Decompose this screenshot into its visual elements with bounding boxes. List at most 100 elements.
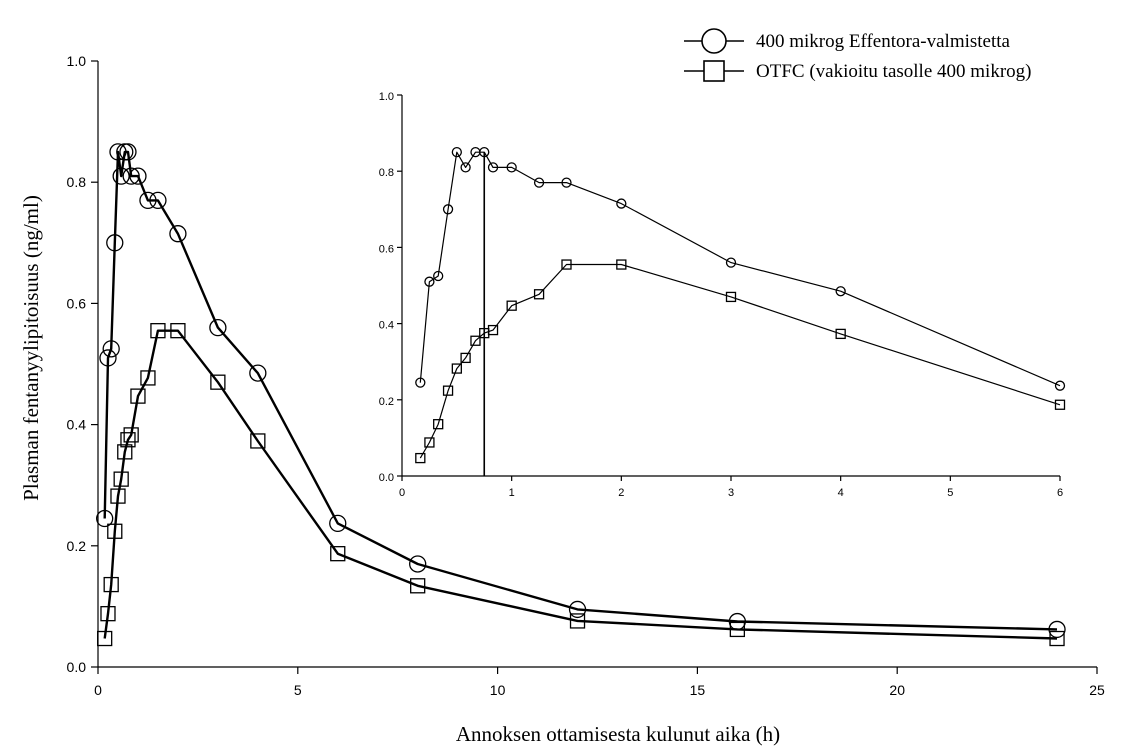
legend-label-effentora: 400 mikrog Effentora-valmistetta bbox=[756, 31, 1011, 52]
main-point-circle bbox=[139, 191, 157, 210]
main-axes: 0 5 10 15 20 250.00.20.40.60.81.0 bbox=[67, 53, 1105, 698]
main-point-square bbox=[97, 630, 113, 647]
inset-y-tick-label: 0.6 bbox=[379, 243, 394, 255]
main-x-tick-label: 25 bbox=[1089, 682, 1105, 698]
main-point-circle bbox=[106, 234, 124, 252]
inset-point-square bbox=[460, 352, 471, 364]
inset-point-square bbox=[442, 385, 454, 396]
inset-point-circle bbox=[415, 377, 426, 388]
main-point-circle bbox=[568, 600, 587, 619]
main-point-square bbox=[250, 433, 266, 449]
inset-x-tick-label: 3 bbox=[728, 487, 734, 499]
inset-point-circle bbox=[451, 146, 462, 158]
inset-x-tick-label: 6 bbox=[1057, 487, 1063, 499]
main-y-tick-label: 0.4 bbox=[67, 417, 87, 433]
main-point-square bbox=[120, 432, 136, 448]
inset-point-square bbox=[424, 437, 435, 448]
inset-point-circle bbox=[1054, 380, 1066, 391]
inset-y-tick-label: 1.0 bbox=[379, 91, 394, 103]
main-point-square bbox=[170, 323, 186, 339]
main-point-square bbox=[130, 388, 146, 404]
inset-point-square bbox=[725, 291, 737, 303]
inset-series-line-0 bbox=[419, 151, 1061, 387]
inset-point-square bbox=[415, 452, 426, 464]
main-point-square bbox=[110, 488, 126, 504]
main-point-circle bbox=[129, 167, 147, 185]
inset-y-tick-label: 0.8 bbox=[379, 167, 394, 179]
main-point-circle bbox=[169, 225, 187, 243]
main-point-circle bbox=[209, 318, 227, 337]
inset-point-circle bbox=[725, 257, 737, 268]
x-axis-label: Annoksen ottamisesta kulunut aika (h) bbox=[456, 722, 780, 746]
main-point-circle bbox=[109, 143, 127, 161]
inset-point-circle bbox=[561, 177, 572, 188]
main-series-line-1 bbox=[103, 329, 1058, 640]
main-point-circle bbox=[1048, 620, 1066, 639]
main-point-circle bbox=[122, 167, 140, 185]
main-point-circle bbox=[99, 349, 117, 367]
main-series-line-0 bbox=[103, 150, 1058, 631]
main-point-circle bbox=[96, 509, 114, 528]
inset-point-square bbox=[487, 324, 499, 336]
inset-point-circle bbox=[616, 198, 627, 209]
legend-label-otfc: OTFC (vakioitu tasolle 400 mikrog) bbox=[756, 61, 1031, 82]
main-point-square bbox=[410, 578, 426, 594]
inset-y-tick-label: 0.4 bbox=[379, 320, 394, 332]
inset-point-square bbox=[470, 335, 481, 346]
legend-marker-circle bbox=[701, 28, 727, 54]
main-point-square bbox=[123, 427, 139, 443]
main-series bbox=[96, 143, 1066, 647]
y-axis-label: Plasman fentanyylipitoisuus (ng/ml) bbox=[19, 195, 43, 501]
inset-point-square bbox=[533, 289, 545, 300]
inset-point-circle bbox=[424, 276, 435, 287]
main-point-circle bbox=[119, 143, 137, 161]
inset-point-square bbox=[506, 300, 517, 311]
inset-point-square bbox=[1054, 399, 1066, 410]
inset-y-tick-label: 0.2 bbox=[379, 396, 394, 408]
main-y-tick-label: 0.2 bbox=[67, 538, 87, 554]
inset-x-tick-label: 2 bbox=[618, 487, 624, 499]
main-point-circle bbox=[249, 364, 267, 382]
main-x-tick-label: 20 bbox=[889, 682, 905, 698]
main-point-circle bbox=[409, 555, 427, 573]
inset-x-tick-label: 5 bbox=[947, 487, 953, 499]
legend: 400 mikrog Effentora-valmistetta OTFC (v… bbox=[684, 28, 1031, 82]
inset-axes: 0 1 2 3 4 5 6 0.0 0.2 0.4 0.6 0.8 1.0 bbox=[379, 91, 1063, 499]
main-point-square bbox=[729, 621, 746, 638]
main-point-square bbox=[103, 576, 119, 593]
main-point-square bbox=[117, 444, 133, 460]
main-point-circle bbox=[112, 167, 130, 185]
inset-x-tick-label: 4 bbox=[838, 487, 844, 499]
inset-point-circle bbox=[835, 286, 846, 297]
main-x-tick-label: 15 bbox=[690, 682, 706, 698]
main-point-circle bbox=[329, 514, 347, 533]
inset-series bbox=[415, 146, 1066, 476]
inset-x-tick-label: 1 bbox=[509, 487, 515, 499]
main-point-square bbox=[210, 374, 226, 390]
inset-point-square bbox=[433, 419, 444, 430]
main-y-tick-label: 1.0 bbox=[67, 53, 87, 69]
main-point-square bbox=[150, 323, 166, 339]
main-point-circle bbox=[149, 191, 167, 210]
inset-y-tick-label: 0.0 bbox=[379, 472, 394, 484]
inset-point-circle bbox=[506, 162, 517, 173]
inset-point-square bbox=[451, 363, 462, 374]
inset-point-square bbox=[616, 259, 627, 270]
main-x-tick-label: 0 bbox=[94, 682, 102, 698]
main-y-tick-label: 0.6 bbox=[67, 295, 87, 311]
main-y-tick-label: 0.0 bbox=[67, 659, 87, 675]
main-point-square bbox=[140, 370, 156, 386]
main-point-circle bbox=[102, 340, 120, 358]
main-point-square bbox=[100, 606, 116, 622]
main-x-tick-label: 5 bbox=[294, 682, 302, 698]
inset-point-circle bbox=[442, 204, 454, 215]
inset-point-square bbox=[561, 259, 572, 270]
main-point-square bbox=[569, 613, 586, 629]
inset-point-circle bbox=[487, 162, 499, 173]
inset-point-circle bbox=[533, 177, 545, 188]
main-point-square bbox=[1049, 630, 1065, 647]
main-x-tick-label: 10 bbox=[490, 682, 506, 698]
inset-point-circle bbox=[460, 162, 471, 173]
inset-point-square bbox=[835, 328, 846, 340]
inset-series-line-1 bbox=[419, 263, 1061, 459]
